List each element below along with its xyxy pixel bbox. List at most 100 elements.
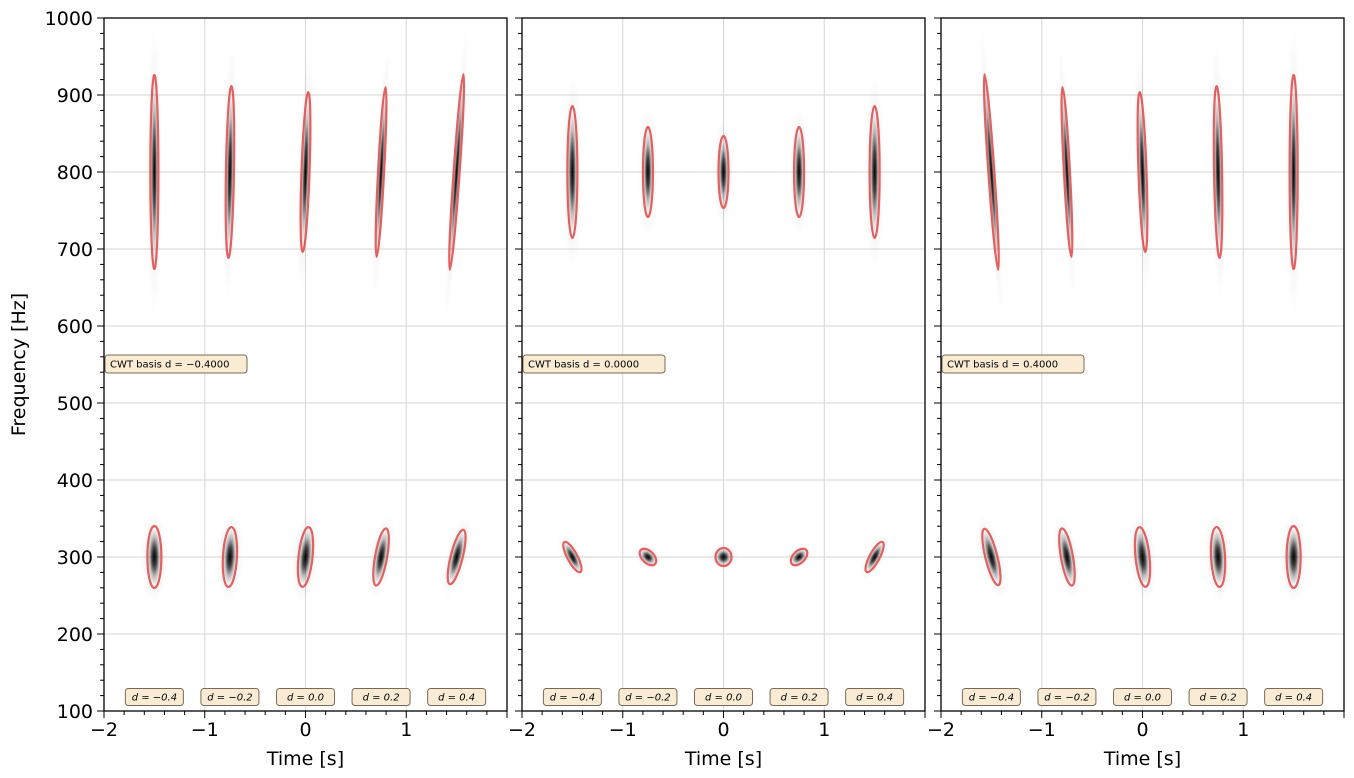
- atom-core: [150, 84, 159, 260]
- d-label-box: [1188, 688, 1248, 706]
- x-tick-label: −1: [609, 719, 637, 741]
- basis-label-box: [104, 354, 248, 374]
- y-tick-label: 900: [57, 85, 93, 107]
- x-axis: −2 −1 0 1 Time [s]: [508, 711, 926, 770]
- d-label-box: [1264, 688, 1324, 706]
- x-tick-label: −2: [90, 719, 118, 741]
- atom-contour: [641, 125, 655, 219]
- d-label: d = −0.2: [618, 688, 678, 706]
- atom-core: [794, 131, 804, 213]
- atom-contour: [374, 86, 388, 258]
- atom-core: [1289, 84, 1298, 260]
- y-tick-label: 100: [57, 701, 93, 723]
- atom-core: [984, 84, 999, 260]
- atom-high: [146, 26, 162, 318]
- d-label-box: [1113, 688, 1172, 706]
- atom-high: [979, 25, 1004, 319]
- d-label: d = 0.2: [1188, 688, 1248, 706]
- d-label-text: d = 0.4: [1275, 693, 1312, 704]
- basis-label: CWT basis d = 0.0000: [522, 354, 666, 374]
- atom-contour: [789, 547, 809, 567]
- d-label: d = −0.2: [1037, 688, 1097, 706]
- atom-contour: [1285, 524, 1302, 590]
- x-axis-label: Time [s]: [1103, 748, 1181, 770]
- d-label-box: [618, 688, 678, 706]
- d-label-text: d = −0.4: [550, 693, 595, 704]
- atom-contour: [982, 73, 1000, 271]
- d-label-box: [694, 688, 753, 706]
- atom-high: [1286, 26, 1302, 318]
- atom-low: [1204, 512, 1232, 602]
- atom-contour: [224, 84, 236, 260]
- basis-label: CWT basis d = −0.4000: [104, 354, 248, 374]
- d-label-text: d = −0.2: [1044, 693, 1089, 704]
- atom-contour: [446, 528, 467, 586]
- y-axis: 100 200 300 400 500 600 700 800 900 1000 Frequency…: [8, 8, 104, 723]
- d-label-text: d = 0.4: [856, 693, 893, 704]
- atoms: [141, 25, 472, 604]
- atom-contour: [372, 527, 390, 587]
- x-tick-label: 1: [818, 719, 830, 741]
- panel-3: d = −0.4 d = −0.2 d = 0.0 d = 0.2 d = 0.4 CWT…: [927, 17, 1345, 770]
- y-tick-label: 700: [57, 239, 93, 261]
- atom-low: [1128, 512, 1157, 602]
- atom-contour: [566, 104, 579, 240]
- atom-low: [785, 543, 813, 571]
- d-label-box: [542, 688, 602, 706]
- basis-label-text: CWT basis d = 0.4000: [947, 360, 1058, 371]
- d-label-text: d = −0.2: [625, 693, 670, 704]
- d-label: d = 0.0: [276, 688, 335, 706]
- y-tick-label: 1000: [45, 8, 93, 30]
- x-axis-label: Time [s]: [266, 748, 344, 770]
- x-tick-label: −2: [927, 719, 955, 741]
- atom-contour: [717, 134, 730, 210]
- atom-low: [367, 514, 395, 600]
- atom-core: [567, 112, 578, 232]
- basis-label-text: CWT basis d = −0.4000: [110, 360, 229, 371]
- d-label-box: [351, 688, 411, 706]
- atom-contour: [562, 540, 583, 574]
- atom-core: [869, 112, 880, 232]
- panel-1: d = −0.4 d = −0.2 d = 0.0 d = 0.2 d = 0.4 CWT…: [8, 8, 508, 770]
- atom-contour: [1058, 527, 1076, 587]
- panel-2: d = −0.4 d = −0.2 d = 0.0 d = 0.2 d = 0.4 CWT…: [508, 17, 926, 770]
- atom-core: [564, 543, 581, 571]
- x-tick-label: 0: [299, 719, 311, 741]
- d-label-box: [769, 688, 829, 706]
- atom-core: [147, 529, 162, 585]
- y-tick-label: 200: [57, 624, 93, 646]
- y-tick-label: 800: [57, 162, 93, 184]
- atom-contour: [1209, 525, 1227, 589]
- atom-low: [1280, 510, 1307, 604]
- atom-core: [866, 543, 883, 571]
- atom-core: [223, 530, 237, 584]
- x-tick-label: 1: [400, 719, 412, 741]
- atom-high: [372, 44, 390, 300]
- atom-contour: [146, 524, 163, 590]
- atom-low: [441, 516, 472, 598]
- atom-low: [557, 534, 587, 580]
- atom-core: [449, 84, 464, 260]
- atom-contour: [864, 540, 885, 574]
- y-tick-label: 600: [57, 316, 93, 338]
- y-axis-label: Frequency [Hz]: [8, 293, 30, 436]
- x-axis: −2 −1 0 1 Time [s]: [927, 711, 1345, 770]
- atom-core: [1286, 529, 1301, 585]
- atom-core: [298, 530, 313, 584]
- y-tick-label: 300: [57, 547, 93, 569]
- atom-contour: [448, 73, 466, 271]
- atom-low: [291, 512, 320, 602]
- d-label-text: d = 0.2: [781, 693, 818, 704]
- x-tick-label: −2: [508, 719, 536, 741]
- atom-contour: [1133, 526, 1152, 588]
- atom-contour: [299, 90, 312, 254]
- y-tick-label: 400: [57, 470, 93, 492]
- atom-contour: [149, 73, 160, 271]
- d-label-box: [961, 688, 1021, 706]
- d-label: d = −0.2: [200, 688, 260, 706]
- atom-low: [860, 534, 890, 580]
- atom-high: [865, 73, 885, 271]
- d-label-box: [124, 688, 184, 706]
- atom-high: [222, 43, 238, 301]
